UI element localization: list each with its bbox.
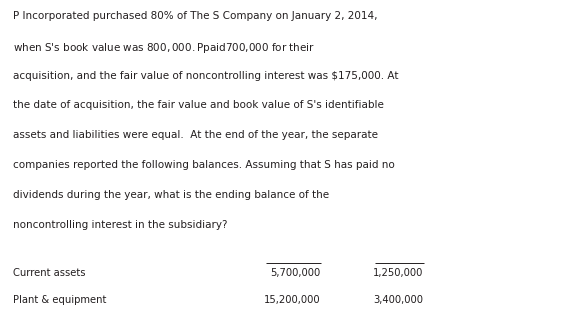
Text: Plant & equipment: Plant & equipment — [13, 295, 106, 305]
Text: 15,200,000: 15,200,000 — [264, 295, 320, 305]
Text: the date of acquisition, the fair value and book value of S's identifiable: the date of acquisition, the fair value … — [13, 100, 383, 110]
Text: P Incorporated purchased 80% of The S Company on January 2, 2014,: P Incorporated purchased 80% of The S Co… — [13, 11, 377, 21]
Text: when S's book value was $800,000. P paid $700,000 for their: when S's book value was $800,000. P paid… — [13, 41, 315, 55]
Text: companies reported the following balances. Assuming that S has paid no: companies reported the following balance… — [13, 160, 394, 170]
Text: 5,700,000: 5,700,000 — [270, 268, 320, 278]
Text: 1,250,000: 1,250,000 — [373, 268, 423, 278]
Text: acquisition, and the fair value of noncontrolling interest was $175,000. At: acquisition, and the fair value of nonco… — [13, 71, 398, 81]
Text: noncontrolling interest in the subsidiary?: noncontrolling interest in the subsidiar… — [13, 220, 227, 229]
Text: dividends during the year, what is the ending balance of the: dividends during the year, what is the e… — [13, 190, 329, 200]
Text: assets and liabilities were equal.  At the end of the year, the separate: assets and liabilities were equal. At th… — [13, 130, 378, 140]
Text: 3,400,000: 3,400,000 — [374, 295, 423, 305]
Text: Current assets: Current assets — [13, 268, 85, 278]
